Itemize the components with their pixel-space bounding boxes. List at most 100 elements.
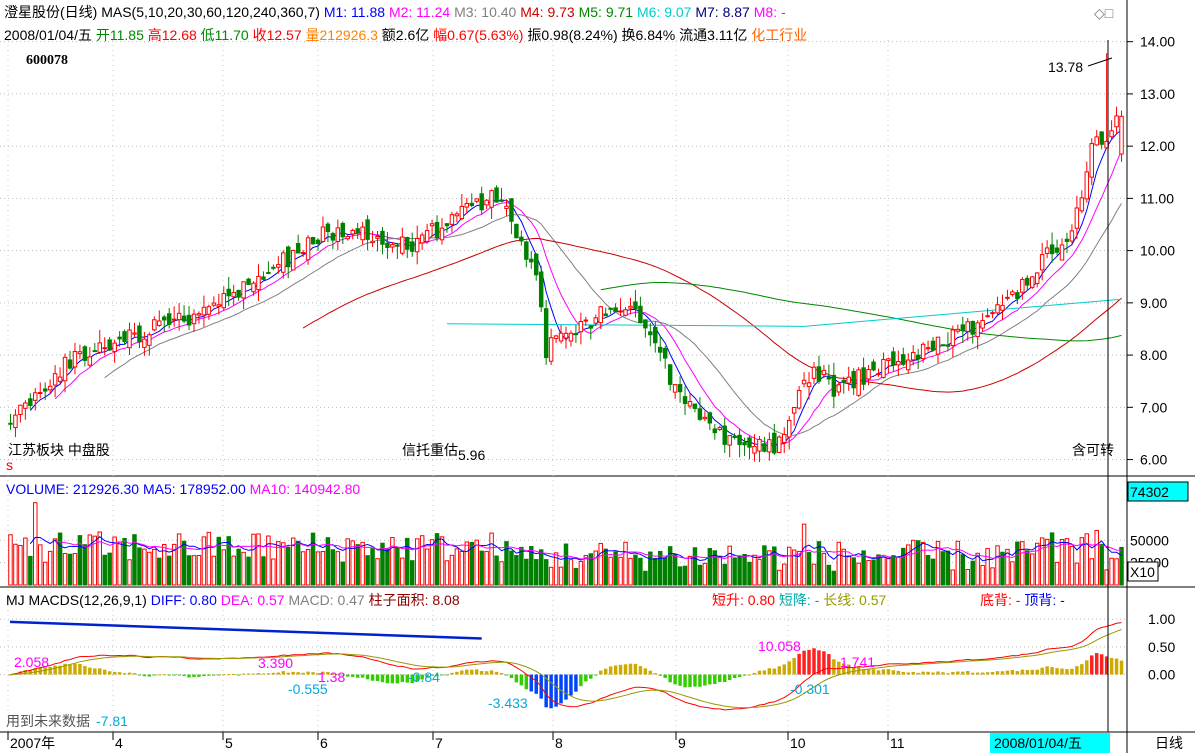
price-tick-label: 13.00 <box>1140 86 1175 102</box>
macd-hist-bar <box>370 674 375 681</box>
candle-body <box>236 289 241 298</box>
macd-hist-bar <box>435 674 439 677</box>
candle-body <box>231 291 236 298</box>
candle-body <box>97 342 102 353</box>
candle-body <box>419 234 425 244</box>
stock-code: 600078 <box>26 53 68 68</box>
candle-body <box>370 240 375 244</box>
volume-bar <box>633 554 638 586</box>
volume-bar <box>732 557 737 586</box>
header-item-8: M8: - <box>750 4 786 20</box>
candle-body <box>186 314 192 326</box>
volume-bar <box>102 554 107 586</box>
volume-bar <box>87 534 93 586</box>
volume-bar <box>1049 532 1055 586</box>
volume-bar <box>1084 533 1090 586</box>
volume-bar <box>831 570 837 586</box>
candle-body <box>727 435 732 446</box>
candle-body <box>310 237 316 245</box>
candle-body <box>47 385 53 391</box>
macd-hist-bar <box>78 663 82 675</box>
candle-body <box>1044 247 1050 254</box>
macd-hist-bar <box>658 674 662 676</box>
candle-body <box>791 406 797 414</box>
volume-bar <box>662 557 668 586</box>
macd-hist-bar <box>306 671 310 675</box>
candle-body <box>72 351 78 368</box>
macd-hist-bar <box>598 670 603 675</box>
volume-bar <box>1054 561 1060 586</box>
macd-hist-bar <box>1070 668 1074 675</box>
macd-hist-bar <box>792 657 796 675</box>
macd-peak-label: -0.301 <box>790 681 830 697</box>
annotation-marker-s: s <box>6 457 13 473</box>
candle-body <box>1079 197 1085 212</box>
volume-bar <box>325 537 331 586</box>
volume-bar <box>960 554 966 586</box>
macd-hist-bar <box>83 666 87 675</box>
candle-body <box>801 379 807 385</box>
macd-hist-bar <box>727 674 732 680</box>
candle-body <box>970 320 975 335</box>
price-tick-label: 9.00 <box>1140 295 1167 311</box>
macd-hist-bar <box>787 661 791 675</box>
volume-bar <box>861 550 866 586</box>
candle-body <box>82 346 88 361</box>
candle-body <box>876 373 881 376</box>
volume-bar <box>553 552 559 586</box>
window-control-icons[interactable]: ◇□ <box>1094 5 1114 21</box>
macd-hist-bar <box>341 674 345 676</box>
ma-line-M6 <box>446 323 805 327</box>
candle-body <box>658 346 663 353</box>
ma-line-M4 <box>302 237 1122 393</box>
header-item-0: 澄星股份(日线) MAS(5,10,20,30,60,120,240,360,7… <box>4 4 320 20</box>
candle-body <box>816 366 822 382</box>
macd-hist-bar <box>589 674 593 679</box>
candle-body <box>102 347 107 350</box>
macd-divergence-1: 顶背: - <box>1020 592 1065 608</box>
volume-bar <box>67 553 73 586</box>
candle-body <box>38 392 43 395</box>
candle-body <box>256 275 261 291</box>
candle-body <box>355 228 360 234</box>
volume-bar <box>906 544 911 586</box>
volume-bar <box>593 550 598 586</box>
period-button[interactable]: 日线 <box>1155 735 1183 751</box>
volume-ma-line <box>55 540 1122 560</box>
volume-bar <box>18 544 23 586</box>
macd-hist-bar <box>529 674 534 692</box>
volume-bar <box>786 546 792 586</box>
candle-body <box>295 243 301 254</box>
candle-body <box>831 374 837 397</box>
volume-bar <box>38 544 43 586</box>
volume-bar <box>504 541 509 586</box>
candle-body <box>1064 238 1070 242</box>
candle-body <box>1005 296 1010 299</box>
volume-bar <box>72 553 78 586</box>
macd-hist-bar <box>331 673 335 675</box>
macd-hist-bar <box>995 671 1000 675</box>
candle-body <box>1119 115 1124 155</box>
macd-peak-label: 3.390 <box>258 655 293 671</box>
macd-hist-bar <box>321 671 325 675</box>
candle-body <box>67 359 73 369</box>
volume-bar <box>261 556 266 586</box>
candle-body <box>1089 143 1094 178</box>
macd-hist-bar <box>509 674 514 679</box>
volume-bar <box>702 562 708 586</box>
volume-bar <box>365 555 370 586</box>
annotation-region-block: 江苏板块 中盘股 <box>8 442 110 458</box>
volume-bar <box>489 532 494 586</box>
volume-bar <box>568 559 574 586</box>
macd-hist-bar <box>58 665 62 675</box>
macd-hist-bar <box>28 669 33 675</box>
candle-body <box>896 361 901 366</box>
volume-bar <box>558 566 564 586</box>
volume-bar <box>345 538 350 586</box>
macd-hist-bar <box>489 670 494 675</box>
macd-hist-bar <box>812 648 816 675</box>
volume-bar <box>1025 550 1030 586</box>
candle-body <box>117 336 122 340</box>
macd-hist-bar <box>380 674 385 683</box>
